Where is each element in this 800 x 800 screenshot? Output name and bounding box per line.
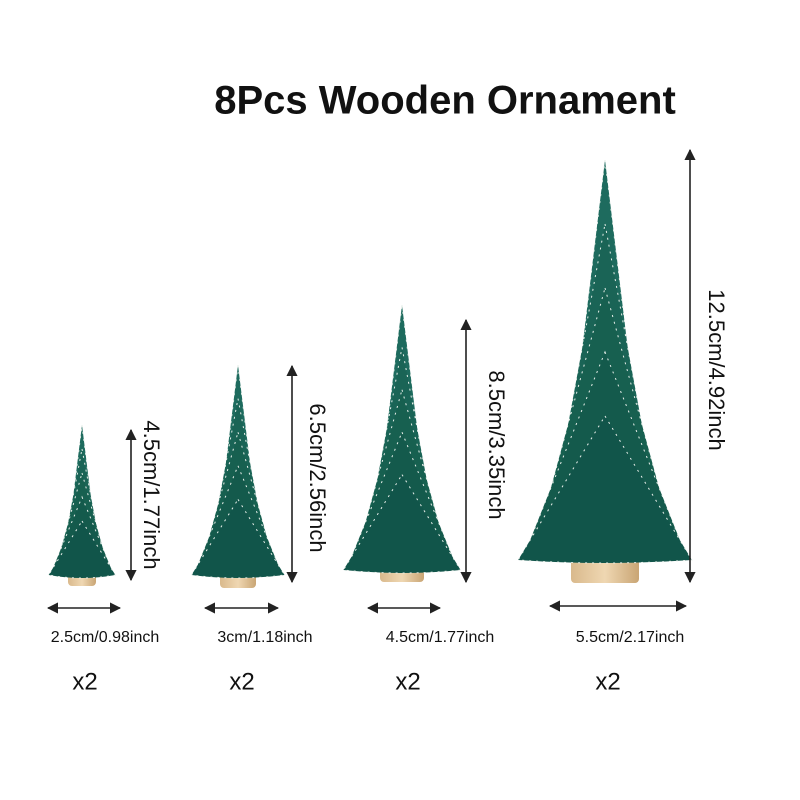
quantity-label: x2 <box>395 668 420 695</box>
tree-layer <box>190 498 286 579</box>
tree-layer <box>342 473 462 574</box>
tree <box>342 304 462 582</box>
quantity-label: x2 <box>72 668 97 695</box>
tree-layer <box>47 520 117 579</box>
tree <box>47 424 117 586</box>
height-label: 4.5cm/1.77inch <box>139 420 164 569</box>
quantity-label: x2 <box>595 668 620 695</box>
height-label: 6.5cm/2.56inch <box>305 403 330 552</box>
width-label: 3cm/1.18inch <box>217 629 312 646</box>
height-label: 12.5cm/4.92inch <box>704 289 729 450</box>
height-label: 8.5cm/3.35inch <box>484 370 509 519</box>
width-label: 5.5cm/2.17inch <box>576 629 685 646</box>
width-label: 4.5cm/1.77inch <box>386 629 495 646</box>
title: 8Pcs Wooden Ornament <box>214 79 676 123</box>
tree-layer <box>517 415 693 564</box>
quantity-label: x2 <box>229 668 254 695</box>
wooden-base <box>571 558 639 583</box>
items: 4.5cm/1.77inch 2.5cm/0.98inch x2 6.5cm/2.56… <box>46 148 729 695</box>
tree <box>190 364 286 588</box>
width-label: 2.5cm/0.98inch <box>51 629 160 646</box>
tree <box>517 159 693 583</box>
